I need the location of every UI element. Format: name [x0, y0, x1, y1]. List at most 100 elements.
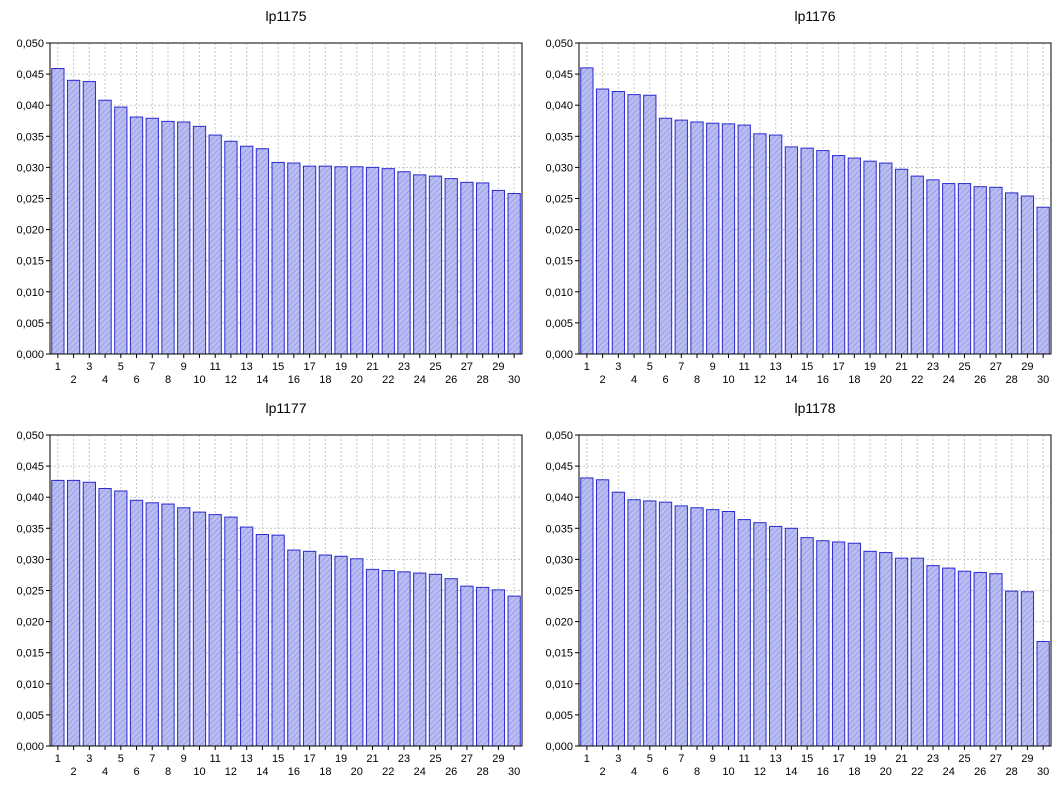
x-tick-label: 21: [366, 361, 378, 373]
x-tick-label: 20: [880, 374, 892, 386]
bar: [643, 94, 657, 355]
x-tick-label: 23: [398, 361, 410, 373]
x-tick-label: 28: [477, 766, 489, 778]
bar: [1036, 641, 1050, 747]
bar: [161, 120, 175, 355]
bar: [114, 490, 128, 747]
x-tick-label: 30: [508, 374, 520, 386]
bar: [769, 525, 783, 747]
bar: [82, 81, 96, 355]
x-tick-label: 2: [71, 374, 77, 386]
bar: [397, 571, 411, 747]
x-tick-label: 10: [722, 766, 734, 778]
bar: [255, 148, 270, 355]
x-tick-label: 6: [133, 374, 139, 386]
y-tick-label: 0,010: [16, 287, 44, 299]
x-tick-label: 7: [149, 753, 155, 765]
x-tick-label: 29: [1021, 361, 1033, 373]
x-tick-label: 11: [738, 753, 749, 765]
bar: [627, 499, 641, 747]
y-tick-label: 0,020: [545, 225, 573, 237]
bar: [690, 507, 704, 747]
bar: [706, 509, 720, 747]
y-tick-label: 0,020: [545, 617, 573, 629]
bar: [240, 145, 254, 355]
bar: [595, 88, 610, 355]
y-tick-label: 0,005: [16, 318, 44, 330]
bar: [1020, 195, 1035, 355]
x-tick-label: 8: [165, 766, 171, 778]
bar: [381, 168, 395, 355]
bar: [507, 193, 521, 355]
chart-title: lp1178: [794, 400, 835, 416]
x-tick-label: 22: [911, 766, 923, 778]
chart-title: lp1175: [265, 8, 306, 24]
bar: [381, 570, 395, 747]
x-tick-label: 23: [398, 753, 410, 765]
y-tick-label: 0,000: [545, 741, 573, 753]
x-tick-label: 18: [848, 766, 860, 778]
bar: [580, 67, 594, 355]
bar: [1036, 206, 1050, 355]
bar: [910, 175, 924, 355]
bar: [753, 133, 767, 355]
y-tick-label: 0,015: [16, 256, 44, 268]
x-tick-label: 17: [303, 361, 315, 373]
x-tick-label: 17: [832, 753, 844, 765]
x-tick-label: 10: [193, 766, 205, 778]
y-tick-label: 0,030: [545, 554, 573, 566]
y-tick-label: 0,040: [16, 492, 44, 504]
bar: [350, 166, 364, 355]
x-tick-label: 27: [990, 753, 1002, 765]
x-tick-label: 16: [817, 766, 829, 778]
x-tick-label: 18: [319, 766, 331, 778]
bar: [706, 122, 720, 355]
y-tick-label: 0,035: [16, 131, 44, 143]
x-tick-label: 14: [256, 766, 268, 778]
x-tick-label: 12: [754, 766, 766, 778]
bar: [800, 537, 814, 747]
x-tick-label: 11: [738, 361, 749, 373]
bar: [721, 511, 736, 747]
x-tick-label: 21: [895, 753, 907, 765]
x-tick-label: 15: [801, 753, 813, 765]
x-tick-label: 3: [615, 753, 621, 765]
x-tick-label: 1: [55, 361, 61, 373]
x-tick-label: 9: [710, 361, 716, 373]
bar: [98, 487, 112, 747]
bar: [82, 481, 96, 747]
x-tick-label: 24: [943, 766, 955, 778]
y-tick-label: 0,020: [16, 225, 44, 237]
x-tick-label: 12: [225, 766, 237, 778]
bar: [476, 182, 490, 355]
x-tick-label: 5: [647, 361, 653, 373]
bar: [177, 507, 191, 747]
bar: [737, 519, 751, 747]
x-tick-label: 15: [801, 361, 813, 373]
bar: [271, 534, 285, 747]
bar: [192, 511, 207, 747]
x-tick-label: 2: [600, 374, 606, 386]
y-tick-label: 0,030: [545, 162, 573, 174]
plot-border: [578, 434, 1052, 747]
x-tick-label: 28: [1006, 374, 1018, 386]
x-tick-label: 26: [445, 374, 457, 386]
bar: [365, 568, 380, 747]
y-tick-label: 0,035: [545, 523, 573, 535]
y-tick-label: 0,035: [16, 523, 44, 535]
bar: [973, 571, 987, 747]
chart-panel-3: lp1177 0,000 0,005 0,010 0,015 0,020 0,025 0,0…: [16, 400, 523, 778]
bar: [1020, 591, 1035, 747]
bar: [350, 558, 364, 747]
bar: [611, 491, 625, 747]
y-tick-label: 0,015: [545, 256, 573, 268]
bar: [973, 186, 987, 355]
y-tick-label: 0,050: [545, 430, 573, 442]
bar: [397, 171, 411, 355]
y-tick-label: 0,015: [16, 648, 44, 660]
x-tick-label: 9: [181, 753, 187, 765]
chart-panel-4: lp1178 0,000 0,005 0,010 0,015 0,020 0,025 0,0…: [545, 400, 1052, 778]
x-tick-label: 21: [366, 753, 378, 765]
x-tick-label: 30: [1037, 766, 1049, 778]
